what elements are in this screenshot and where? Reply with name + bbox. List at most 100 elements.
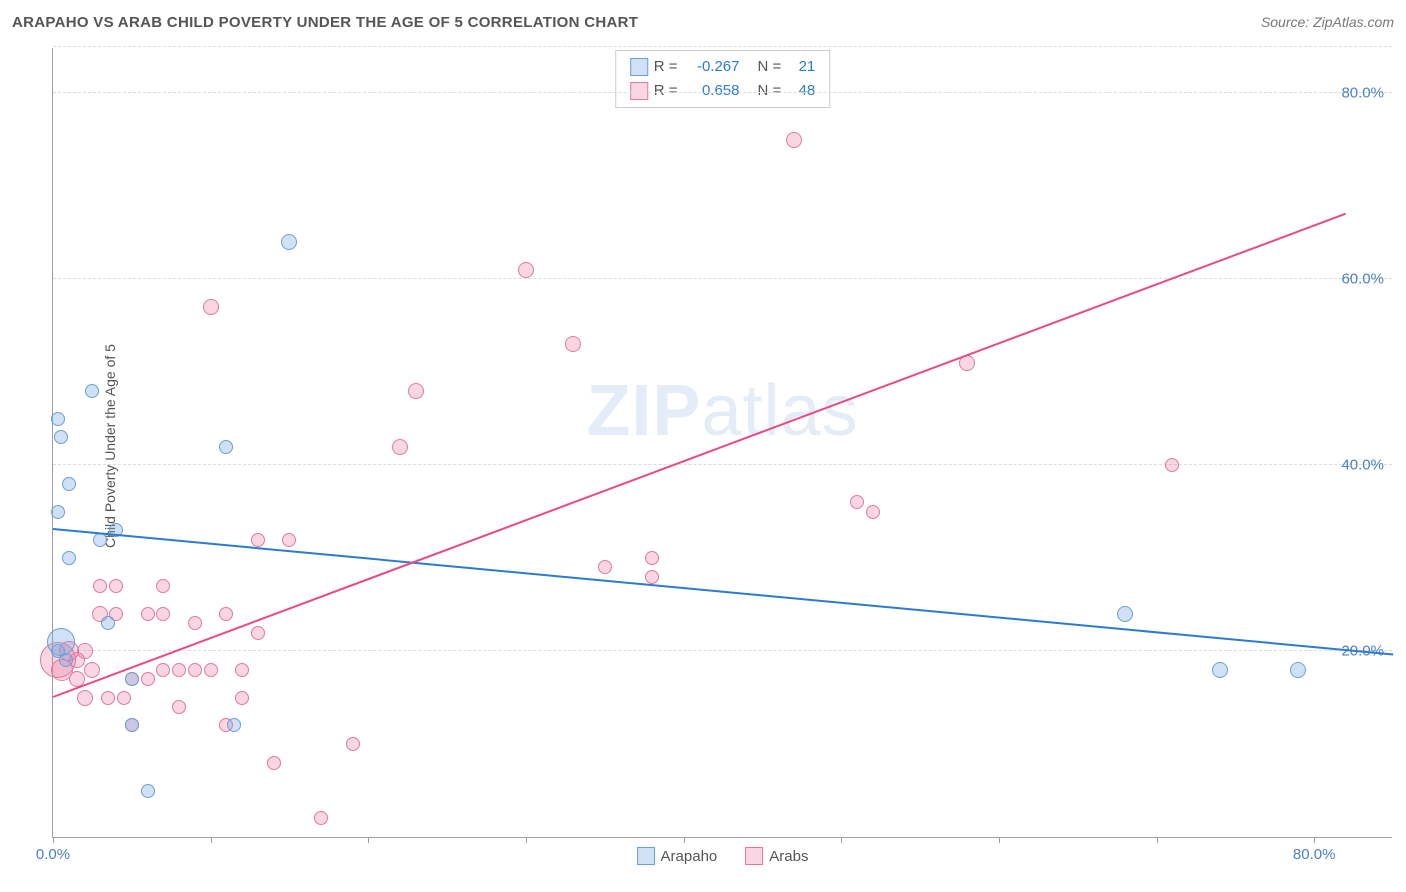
title-bar: ARAPAHO VS ARAB CHILD POVERTY UNDER THE … [12,8,1394,36]
chart-title: ARAPAHO VS ARAB CHILD POVERTY UNDER THE … [12,14,638,31]
arabs-point [172,700,186,714]
xtick-label: 80.0% [1293,846,1336,863]
arabs-point [219,607,233,621]
arabs-point [392,439,408,455]
arabs-point [235,663,249,677]
arabs-point [156,663,170,677]
arapaho-point [51,412,65,426]
arabs-point [645,551,659,565]
arabs-point [1165,458,1179,472]
source-label: Source: ZipAtlas.com [1261,14,1394,30]
chart-container: ARAPAHO VS ARAB CHILD POVERTY UNDER THE … [0,0,1406,892]
arapaho-point [54,430,68,444]
xtick-mark [684,837,685,843]
r-value-arabs: 0.658 [684,79,740,103]
gridline [53,650,1392,651]
arabs-point [117,691,131,705]
arapaho-point [227,718,241,732]
gridline [53,464,1392,465]
swatch-arabs-icon [630,82,648,100]
xtick-mark [211,837,212,843]
arabs-point [77,690,93,706]
xtick-mark [1157,837,1158,843]
arabs-point [866,505,880,519]
legend-label-arabs: Arabs [769,848,808,865]
arapaho-point [62,477,76,491]
arabs-point [565,336,581,352]
n-label: N = [758,79,782,103]
arabs-point [156,607,170,621]
arabs-point [786,132,802,148]
arabs-point [141,607,155,621]
arapaho-point [1212,662,1228,678]
arapaho-point [1117,606,1133,622]
plot-area: ZIPatlas R = -0.267 N = 21 R = 0.658 N =… [52,48,1392,838]
arapaho-point [85,384,99,398]
arabs-point [109,579,123,593]
ytick-label: 40.0% [1341,457,1384,474]
arapaho-point [141,784,155,798]
arabs-point [314,811,328,825]
xtick-label: 0.0% [36,846,70,863]
arapaho-point [281,234,297,250]
swatch-arapaho-icon [630,58,648,76]
arapaho-point [59,653,73,667]
arabs-point [518,262,534,278]
arabs-trendline [53,212,1346,697]
xtick-mark [526,837,527,843]
arabs-point [93,579,107,593]
ytick-label: 80.0% [1341,85,1384,102]
legend-label-arapaho: Arapaho [661,848,718,865]
ytick-label: 60.0% [1341,271,1384,288]
arabs-point [645,570,659,584]
arabs-point [84,662,100,678]
r-label: R = [654,55,678,79]
arabs-point [850,495,864,509]
arabs-point [203,299,219,315]
n-value-arapaho: 21 [787,55,815,79]
arabs-point [346,737,360,751]
arapaho-point [125,672,139,686]
gridline [53,92,1392,93]
arabs-point [251,626,265,640]
legend-row-arapaho: R = -0.267 N = 21 [630,55,816,79]
swatch-arabs-icon [745,847,763,865]
n-value-arabs: 48 [787,79,815,103]
xtick-mark [999,837,1000,843]
arabs-point [141,672,155,686]
arabs-point [77,643,93,659]
xtick-mark [368,837,369,843]
legend-row-arabs: R = 0.658 N = 48 [630,79,816,103]
arabs-point [188,616,202,630]
xtick-mark [841,837,842,843]
xtick-mark [53,837,54,843]
arapaho-point [125,718,139,732]
arapaho-point [101,616,115,630]
watermark-light: atlas [701,371,858,451]
legend-item-arabs: Arabs [745,847,808,865]
arabs-point [204,663,218,677]
gridline [53,278,1392,279]
legend-item-arapaho: Arapaho [637,847,718,865]
watermark-bold: ZIP [586,371,701,451]
arabs-point [235,691,249,705]
arabs-point [188,663,202,677]
arapaho-point [219,440,233,454]
arabs-point [598,560,612,574]
n-label: N = [758,55,782,79]
xtick-mark [1314,837,1315,843]
swatch-arapaho-icon [637,847,655,865]
arabs-point [408,383,424,399]
r-value-arapaho: -0.267 [684,55,740,79]
arabs-point [251,533,265,547]
legend-series: Arapaho Arabs [637,847,809,865]
arabs-point [101,691,115,705]
arabs-point [282,533,296,547]
arabs-point [156,579,170,593]
legend-correlation: R = -0.267 N = 21 R = 0.658 N = 48 [615,50,831,108]
r-label: R = [654,79,678,103]
arabs-point [172,663,186,677]
arapaho-point [1290,662,1306,678]
arabs-point [267,756,281,770]
arapaho-point [62,551,76,565]
